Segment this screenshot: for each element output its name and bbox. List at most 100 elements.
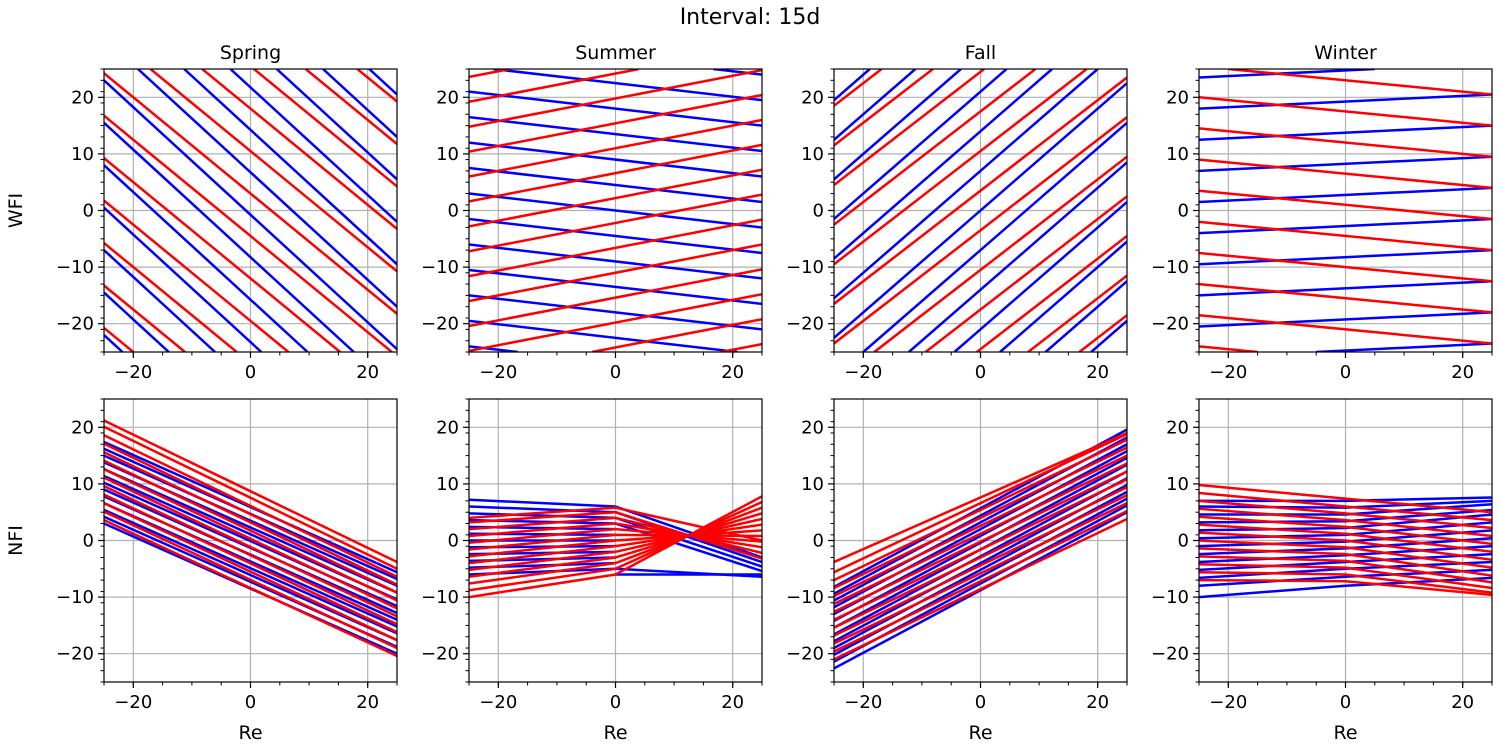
series-line-red [469,193,762,253]
series-line-red [1199,251,1492,283]
series-line-red [1199,127,1492,158]
y-tick-label: 0 [83,201,94,222]
series-line-blue [368,69,397,96]
series-line-blue [834,69,871,102]
y-tick-label: −10 [1151,587,1189,608]
y-tick-label: 0 [448,531,459,552]
x-axis-label: Re [238,722,262,744]
series-line-red [1345,580,1492,597]
series-line-blue [1199,186,1492,204]
series-line-red [1199,563,1346,569]
series-line-blue [469,505,616,514]
series-line-red [1199,547,1346,556]
series-line-red [1199,491,1346,508]
series-line-blue [104,334,124,352]
series-line-red [253,69,397,188]
y-tick-label: −20 [1151,314,1189,335]
subplot-fall-nfi: −20 0 20 −20 −10 0 10 20 Re [786,398,1128,744]
series-line-blue [469,90,762,127]
series-line-blue [104,121,355,352]
series-line-blue [469,166,762,204]
series-line-red [356,69,397,103]
series-line-red [469,69,511,79]
series-line-blue [469,192,762,229]
series-line-blue [469,115,762,153]
series-line-red [469,243,762,303]
x-tick-label: 0 [245,692,256,713]
series-line-blue [615,505,762,559]
series-line-blue [1316,342,1492,352]
subplot-summer-nfi: −20 0 20 −20 −10 0 10 20 Re [421,398,763,744]
series-line-red [834,69,883,107]
y-tick-label: −10 [786,587,824,608]
series-line-red [834,502,1127,645]
series-line-red [469,539,616,558]
y-tick-label: 20 [801,87,824,108]
series-line-red [469,522,616,538]
series-line-red [1345,552,1492,577]
x-axis-label: Re [1333,722,1357,744]
lines-summer-nfi [469,495,762,599]
x-tick-label: 0 [610,362,621,383]
series-line-blue [713,69,762,76]
series-line-red [976,234,1127,352]
y-tick-label: 10 [436,474,459,495]
series-line-red [469,143,762,203]
series-line-red [1199,539,1346,549]
series-line-red [834,76,1127,305]
series-line-red [1345,539,1492,561]
x-tick-label: 20 [721,362,744,383]
series-line-blue [469,141,762,178]
y-tick-label: −20 [421,644,459,665]
x-tick-label: −20 [479,692,517,713]
y-tick-label: −20 [1151,644,1189,665]
y-tick-label: 10 [436,144,459,165]
series-line-blue [834,69,1053,260]
series-line-blue [104,79,397,351]
y-tick-label: 10 [801,474,824,495]
series-line-red [1199,189,1492,221]
series-line-blue [104,291,170,352]
lines-summer-wfi [469,69,762,352]
subplot-grid: −20 0 20 −20 −10 0 10 20 Spring WFI −20 0 20 −20 −10 0 1… [5,42,1493,744]
y-tick-label: −20 [421,314,459,335]
series-line-red [1345,532,1492,554]
lines-fall-nfi [834,428,1127,670]
series-line-red [1345,497,1492,514]
series-line-blue [908,161,1127,352]
series-line-red [591,317,762,352]
series-line-red [873,155,1127,352]
y-tick-label: 0 [1178,201,1189,222]
series-line-blue [1199,584,1346,599]
series-line-red [469,527,616,545]
series-line-red [104,485,397,626]
x-tick-label: −20 [1209,692,1247,713]
x-tick-label: −20 [479,362,517,383]
series-line-red [1199,523,1346,535]
y-tick-label: 0 [448,201,459,222]
series-line-blue [104,206,263,352]
subplot-title: Spring [220,42,281,64]
series-line-red [469,69,762,128]
series-line-red [469,168,762,228]
series-line-red [834,69,985,187]
series-line-blue [469,345,518,352]
series-line-red [1078,314,1127,352]
y-tick-label: 0 [83,531,94,552]
series-line-red [1199,507,1346,522]
y-tick-label: −10 [56,257,94,278]
series-line-red [1199,313,1492,345]
series-line-red [104,114,393,352]
x-tick-label: 0 [245,362,256,383]
series-line-blue [834,69,962,181]
series-line-red [469,544,616,565]
x-tick-label: 20 [1451,692,1474,713]
series-line-red [834,517,1127,661]
series-line-red [834,462,1127,606]
series-line-red [1345,525,1492,546]
series-line-red [1199,515,1346,529]
series-line-blue [137,69,397,308]
series-line-red [834,478,1127,621]
series-line-blue [1199,124,1492,141]
y-axis-label: WFI [5,193,27,228]
